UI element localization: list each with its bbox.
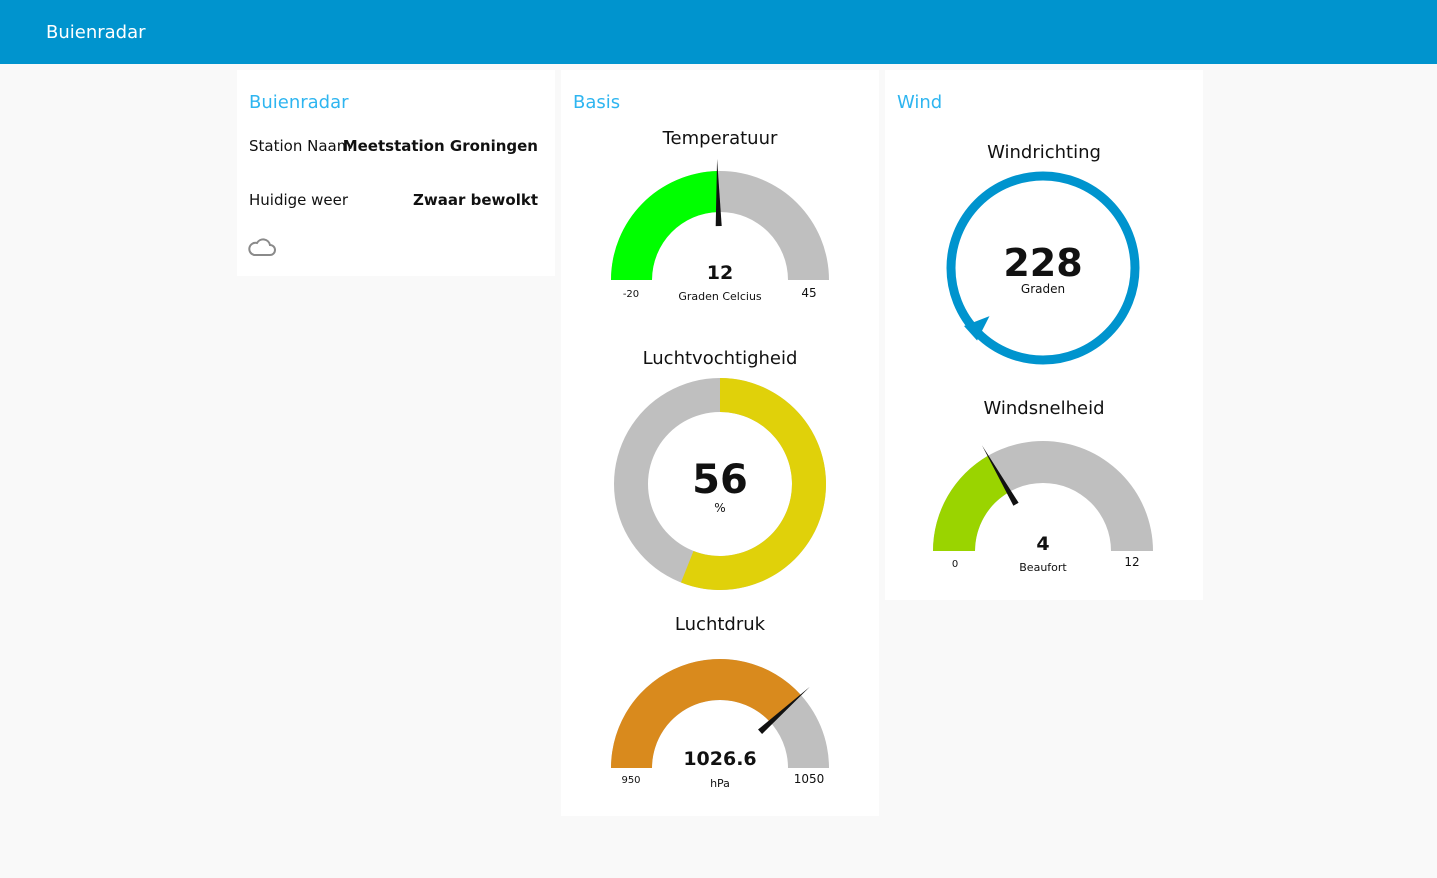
wind-direction-compass: 228 Graden (946, 171, 1140, 365)
wind-speed-max: 12 (1124, 555, 1139, 569)
wind-speed-value: 4 (1036, 533, 1049, 555)
pressure-min: 950 (621, 775, 640, 786)
pressure-gauge-fill (611, 659, 801, 768)
station-card: Buienradar Station Naam Meetstation Gron… (237, 70, 555, 276)
station-card-title: Buienradar (249, 92, 349, 113)
wind-speed-unit: Beaufort (1019, 561, 1067, 574)
wind-card-title: Wind (897, 92, 943, 113)
temperature-gauge: 12 Graden Celcius -20 45 (611, 159, 829, 303)
app-title: Buienradar (46, 22, 146, 43)
pressure-unit: hPa (710, 777, 730, 790)
pressure-value: 1026.6 (683, 748, 756, 770)
humidity-value: 56 (692, 457, 748, 503)
wind-direction-title: Windrichting (987, 142, 1101, 163)
current-weather-label: Huidige weer (249, 191, 349, 209)
wind-speed-gauge: 4 Beaufort 0 12 (933, 441, 1153, 574)
wind-speed-gauge-needle (982, 445, 1019, 506)
wind-speed-gauge-fill (933, 455, 1009, 551)
pressure-gauge: 1026.6 hPa 950 1050 (611, 659, 829, 790)
temperature-gauge-fill (611, 171, 719, 280)
temperature-gauge-title: Temperatuur (662, 128, 778, 149)
pressure-max: 1050 (794, 772, 825, 786)
humidity-gauge-title: Luchtvochtigheid (642, 348, 798, 369)
basis-card: Basis Temperatuur 12 Graden Celcius -20 … (561, 70, 879, 816)
current-weather-value: Zwaar bewolkt (413, 191, 538, 209)
wind-direction-pointer (963, 316, 990, 341)
station-name-value: Meetstation Groningen (342, 137, 538, 155)
top-bar: Buienradar (0, 0, 1437, 64)
temperature-gauge-needle (715, 159, 722, 227)
temperature-min: -20 (623, 289, 639, 300)
cloud-icon (248, 238, 276, 256)
compass-ring (946, 171, 1140, 365)
humidity-donut-fill (680, 378, 826, 590)
basis-card-title: Basis (573, 92, 621, 113)
wind-speed-title: Windsnelheid (983, 398, 1105, 419)
wind-card: Wind Windrichting 228 Graden Windsnelhei… (885, 70, 1203, 600)
station-name-label: Station Naam (249, 137, 352, 155)
pressure-gauge-title: Luchtdruk (674, 614, 766, 635)
wind-speed-min: 0 (952, 559, 958, 570)
temperature-unit: Graden Celcius (678, 290, 762, 303)
wind-direction-value: 228 (1003, 241, 1082, 285)
temperature-max: 45 (801, 286, 816, 300)
pressure-gauge-needle (758, 686, 810, 735)
temperature-value: 12 (707, 262, 733, 284)
wind-direction-unit: Graden (1021, 282, 1065, 296)
humidity-donut: 56 % (613, 378, 826, 590)
humidity-unit: % (714, 501, 725, 515)
